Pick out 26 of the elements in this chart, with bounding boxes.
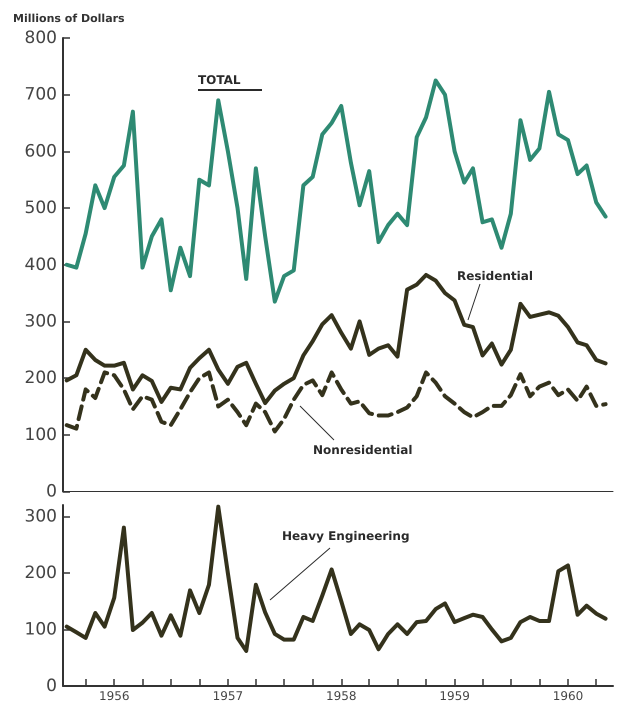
- series-label: TOTAL: [198, 73, 241, 87]
- y-tick-label: 100: [24, 619, 57, 640]
- y-tick-label: 500: [24, 198, 57, 218]
- text: Nonresidential: [313, 443, 412, 457]
- line-series: [64, 370, 608, 434]
- y-tick-label: 0: [46, 482, 57, 502]
- y-tick-label: 300: [24, 311, 57, 332]
- y-tick-label: 200: [24, 562, 57, 583]
- x-tick-label: 1960: [552, 689, 584, 703]
- line-series: [64, 272, 608, 406]
- line-series: [64, 504, 608, 653]
- y-tick-label: 700: [24, 84, 57, 105]
- y-tick-label: 200: [24, 368, 57, 388]
- series-label: Residential: [457, 269, 533, 283]
- x-tick-label: 1958: [326, 689, 357, 703]
- y-tick-label: 300: [24, 506, 57, 526]
- x-tick-label: 1959: [439, 689, 470, 703]
- x-tick-label: 1957: [212, 689, 244, 703]
- text: Heavy Engineering: [282, 529, 410, 543]
- y-axis-title: Millions of Dollars: [13, 12, 126, 25]
- y-tick-label: 400: [24, 254, 57, 275]
- y-tick-label: 100: [24, 424, 57, 445]
- y-tick-label: 0: [46, 676, 57, 696]
- y-tick-label: 800: [24, 28, 57, 48]
- x-tick-label: 1956: [98, 689, 130, 703]
- y-tick-label: 600: [24, 141, 57, 162]
